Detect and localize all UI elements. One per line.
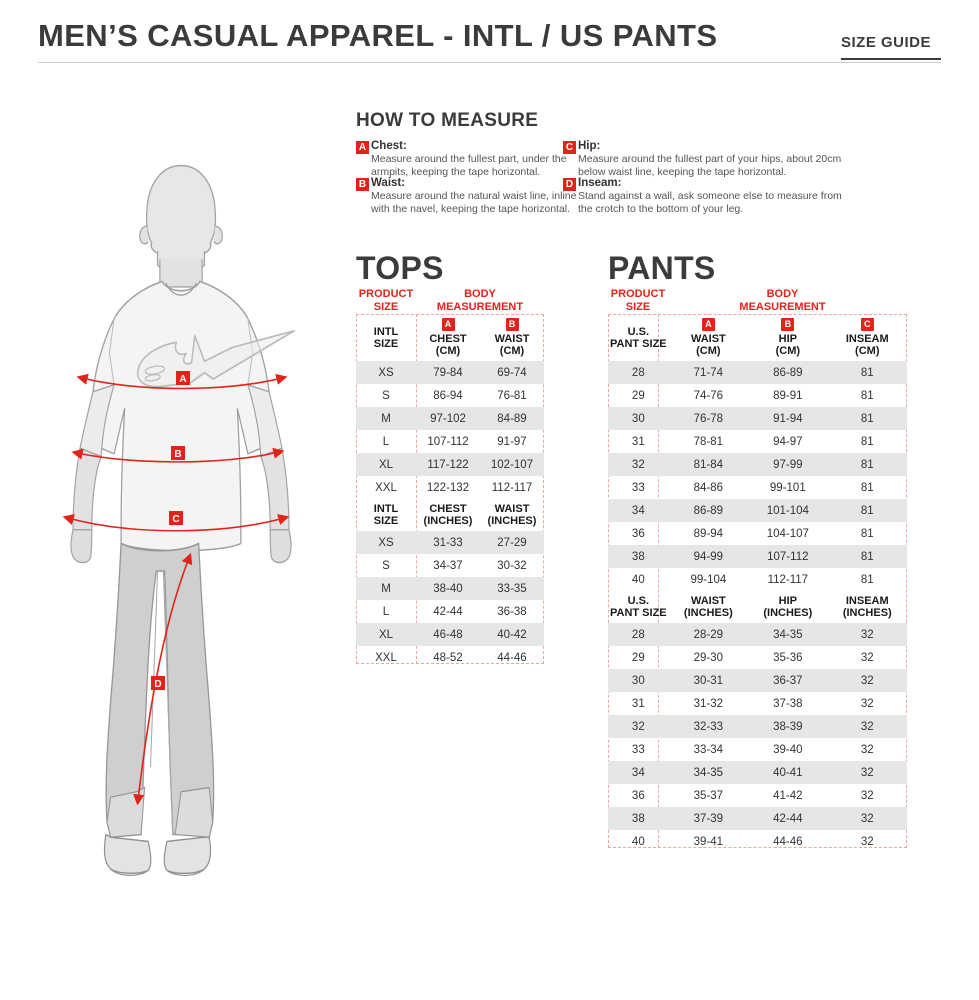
svg-text:A: A [179, 374, 186, 385]
svg-text:B: B [174, 449, 181, 460]
svg-text:D: D [154, 679, 161, 690]
svg-text:C: C [172, 514, 179, 525]
